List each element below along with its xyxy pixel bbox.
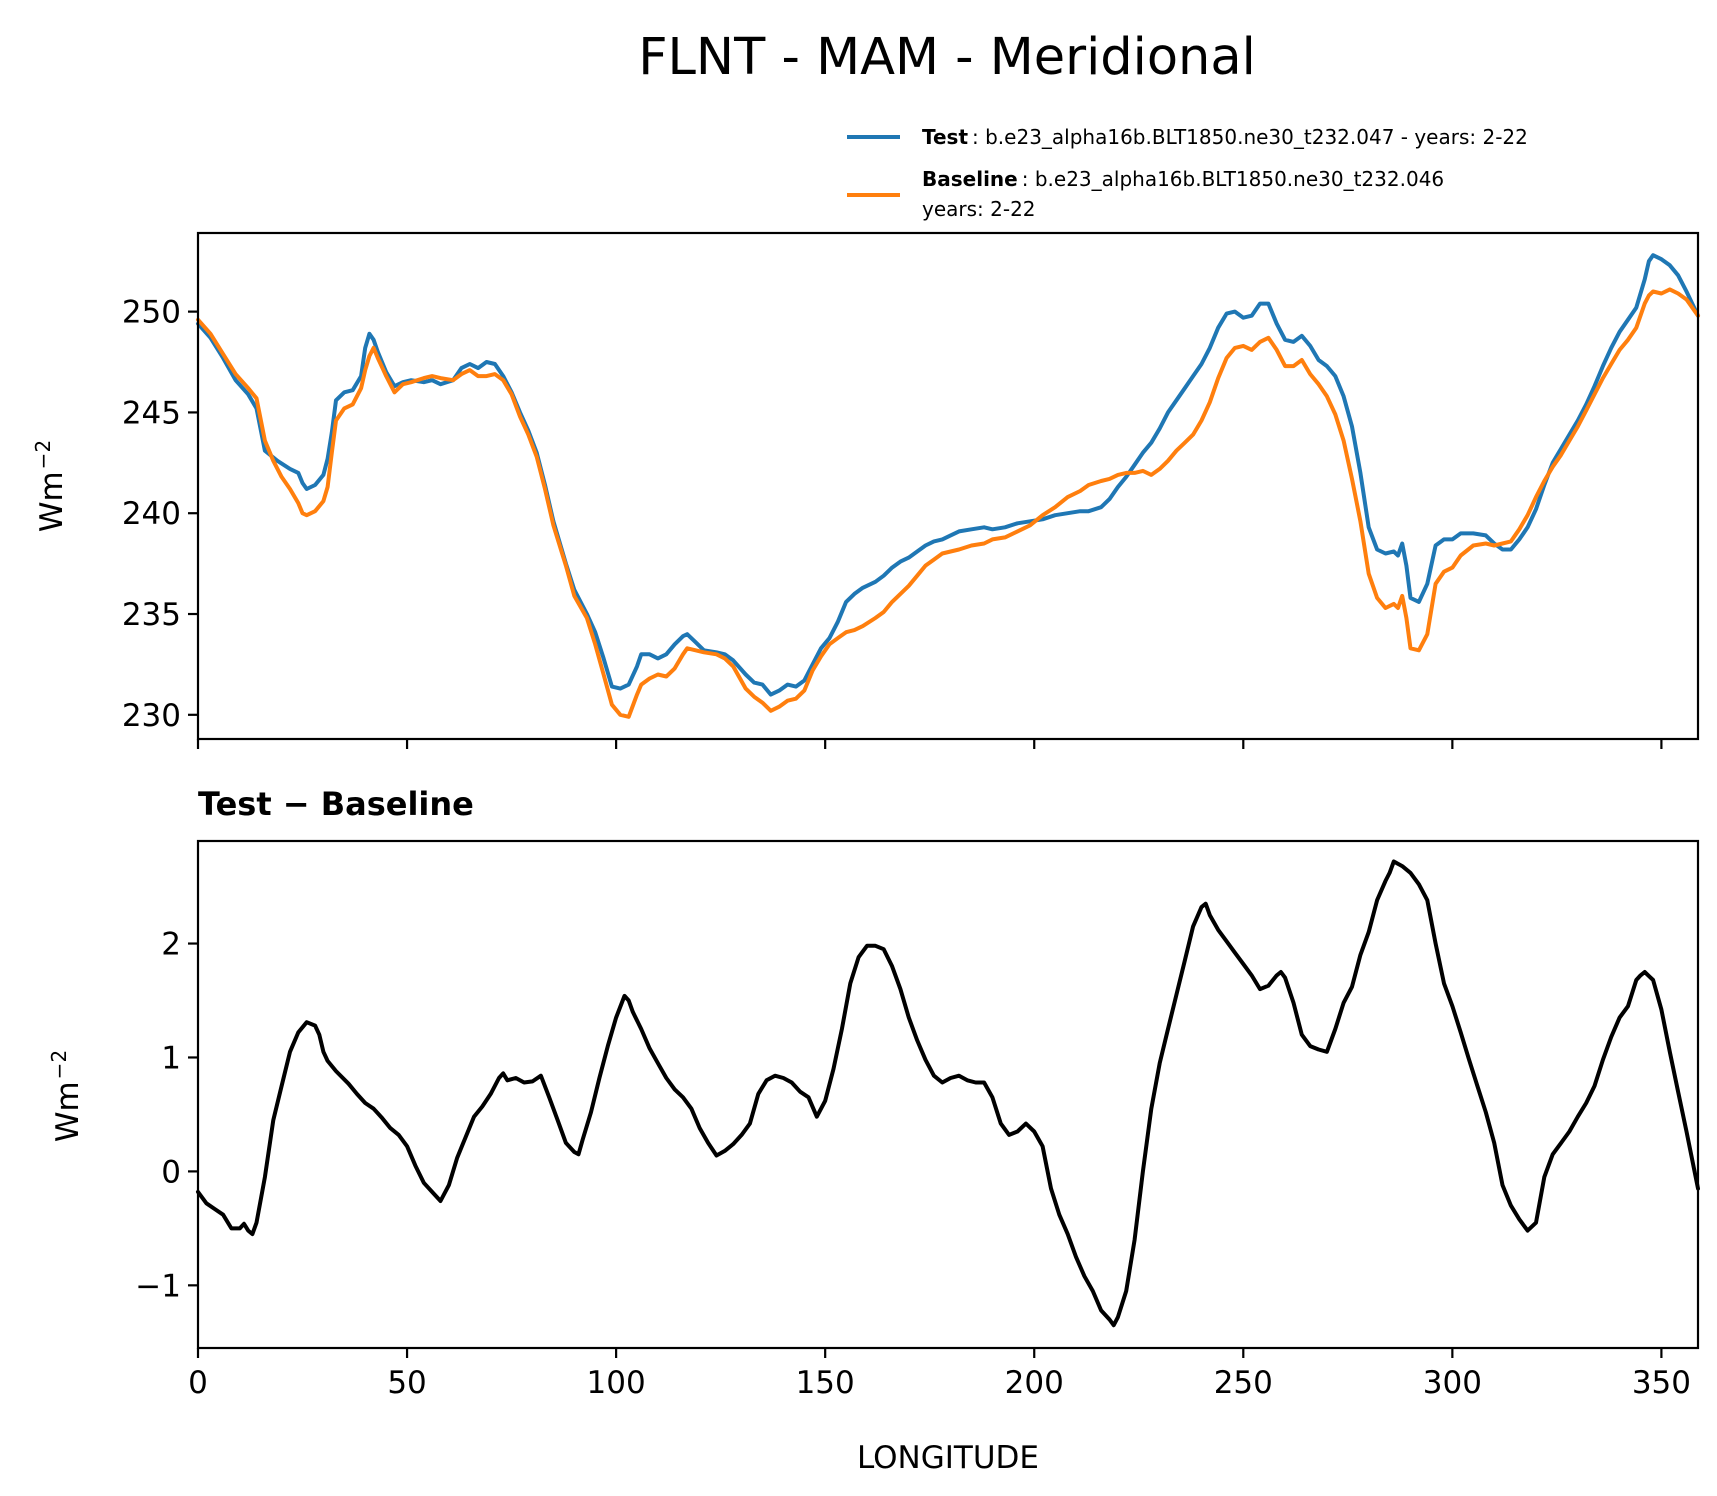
bottom-x-tick-label: 300: [1423, 1365, 1482, 1401]
x-axis-label: LONGITUDE: [857, 1440, 1039, 1476]
legend: Test: b.e23_alpha16b.BLT1850.ne30_t232.0…: [847, 125, 1528, 221]
legend-baseline-years: years: 2-22: [922, 197, 1036, 221]
bottom-plot-frame: [196, 839, 1700, 1350]
bottom-x-tick-label: 200: [1005, 1365, 1064, 1401]
legend-baseline-desc: : b.e23_alpha16b.BLT1850.ne30_t232.046: [1022, 167, 1444, 191]
legend-baseline-label: Baseline: b.e23_alpha16b.BLT1850.ne30_t2…: [922, 167, 1444, 191]
top-y-tick-label: 250: [122, 295, 181, 331]
top-y-tick-label: 245: [122, 395, 181, 431]
top-plot-frame: [196, 231, 1700, 741]
top-y-tick-label: 230: [122, 698, 181, 734]
legend-test-name: Test: [922, 125, 968, 149]
bottom-x-tick-label: 350: [1632, 1365, 1691, 1401]
legend-baseline-name: Baseline: [922, 167, 1018, 191]
top-y-tick-label: 240: [122, 496, 181, 532]
bottom-y-tick-label: −1: [135, 1268, 181, 1304]
bottom-x-tick-label: 250: [1214, 1365, 1273, 1401]
bottom-series-group: [196, 859, 1700, 1328]
top-ticks: 230 235 240 245 250: [122, 295, 1663, 749]
bottom-x-tick-label: 50: [387, 1365, 426, 1401]
series-line-test: [196, 253, 1700, 697]
series-line-test-baseline: [196, 859, 1700, 1328]
bottom-y-tick-label: 1: [161, 1040, 181, 1076]
bottom-x-tick-label: 100: [587, 1365, 646, 1401]
bottom-x-tick-label: 0: [188, 1365, 208, 1401]
series-line-baseline: [196, 287, 1700, 719]
bottom-x-tick-label: 150: [796, 1365, 855, 1401]
bottom-y-tick-label: 0: [161, 1154, 181, 1190]
difference-panel-title: Test − Baseline: [198, 785, 474, 823]
legend-test-desc: : b.e23_alpha16b.BLT1850.ne30_t232.047 -…: [972, 125, 1528, 149]
top-series-group: [196, 253, 1700, 719]
legend-test-label: Test: b.e23_alpha16b.BLT1850.ne30_t232.0…: [922, 125, 1528, 149]
top-y-tick-label: 235: [122, 597, 181, 633]
bottom-y-tick-label: 2: [161, 927, 181, 963]
bottom-panel: Test − Baseline 0 50 100 150 200 250 300 350−10…: [47, 785, 1700, 1476]
bottom-ticks: 0 50 100 150 200 250 300 350 −1 0 1 2: [135, 927, 1691, 1401]
figure-title: FLNT - MAM - Meridional: [638, 28, 1256, 87]
